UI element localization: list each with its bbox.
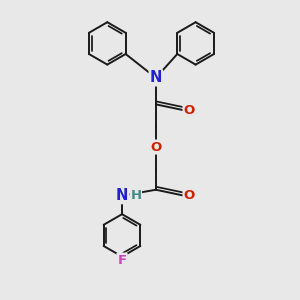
Text: F: F — [118, 254, 127, 267]
Text: N: N — [116, 188, 128, 203]
Text: N: N — [150, 70, 162, 86]
Text: H: H — [130, 189, 141, 202]
Text: O: O — [184, 104, 195, 117]
Text: O: O — [150, 141, 161, 154]
Text: O: O — [184, 189, 195, 202]
